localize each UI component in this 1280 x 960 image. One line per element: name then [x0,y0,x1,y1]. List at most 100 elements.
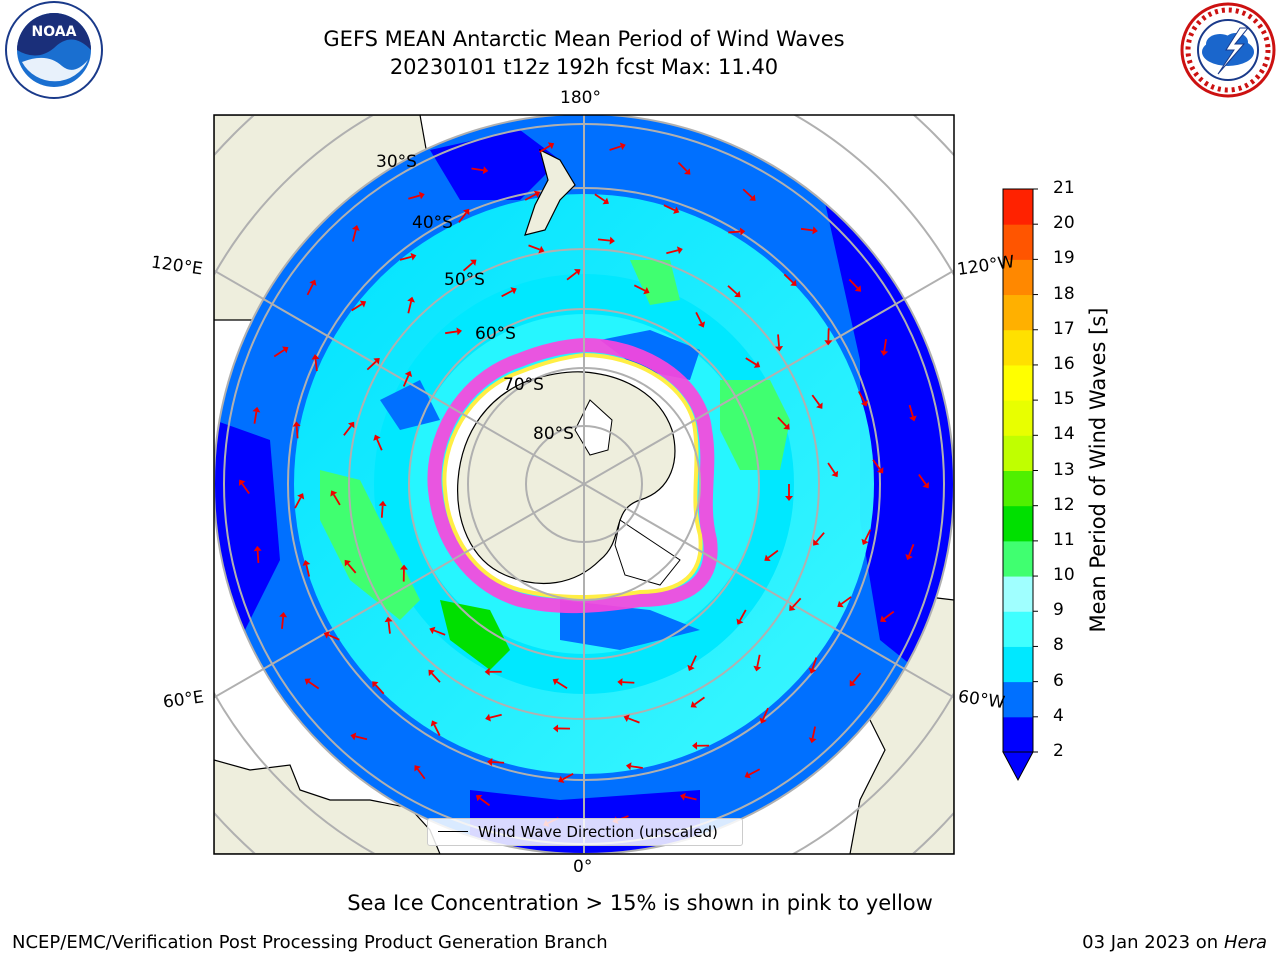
wave-arrow-shaft [462,262,474,272]
colorbar-tick-label: 11 [1053,529,1075,550]
wave-arrow-shaft [489,713,502,719]
wave-arrow-head [482,166,489,175]
wave-arrow-head [462,208,470,216]
wave-arrow-head [533,190,541,198]
wave-arrow-shaft [684,795,697,801]
arrow-legend: Wind Wave Direction (unscaled) [427,818,743,846]
wave-arrow-head [736,618,744,625]
wave-arrow-head [309,279,317,286]
wave-arrow-head [876,467,884,474]
colorbar-segment [1003,470,1033,507]
wave-arrow-shaft [471,167,484,172]
wave-arrow-shaft [695,311,703,324]
wave-arrow-shaft [762,707,769,720]
nws-logo [1180,2,1276,98]
wave-arrow-shaft [852,672,862,684]
wave-arrow-head [253,545,262,552]
wave-arrow-shaft [756,654,761,667]
wave-arrow-shaft [883,610,895,620]
wave-arrow-shaft [630,765,643,769]
wave-arrow-head [749,194,756,201]
wave-arrow-head [679,792,686,801]
wave-arrow-head [373,434,381,441]
wave-arrow-head [880,350,889,356]
wave-arrow-head [684,168,691,175]
wave-arrow-shaft [791,597,802,608]
wave-arrow-head [404,370,413,377]
wave-arrow-head [860,400,868,407]
sea-ice-note: Sea Ice Concentration > 15% is shown in … [347,891,933,915]
colorbar-tick-label: 10 [1053,565,1075,586]
colorbar-tick-label: 20 [1053,213,1075,234]
wave-arrow-head [905,554,913,561]
antarctica [427,337,718,614]
chart-title: GEFS MEAN Antarctic Mean Period of Wind … [323,27,845,51]
wave-arrow-head [418,191,425,200]
wave-arrow-head [880,615,887,622]
wave-arrow-shaft [376,438,383,451]
wave-arrow-head [238,479,246,487]
wave-arrow-head [789,604,796,611]
wave-arrow-shaft [827,462,836,474]
lon-label-top: 180° [560,88,601,108]
wave-arrow-head [558,775,565,783]
wave-arrow-shaft [633,284,646,292]
wave-arrow-head [429,626,436,635]
wave-arrow-shaft [431,672,441,683]
wave-arrow-head [359,300,367,308]
wave-arrow-head [909,415,917,422]
wave-arrow-head [552,724,559,733]
wave-arrow-head [831,470,839,478]
wave-arrow-head [744,771,751,779]
wave-arrow-head [697,321,706,328]
wave-arrow-shaft [566,271,578,281]
wave-arrow-shaft [800,227,814,232]
colorbar-segment [1003,681,1033,718]
wave-arrow-shaft [306,283,314,296]
wave-arrow-shaft [908,404,914,417]
noaa-logo-text: NOAA [32,24,77,40]
wave-arrow-shaft [622,681,635,684]
wave-arrow-shaft [408,194,421,200]
map-frame [213,114,955,855]
colorbar-segment [1003,646,1033,683]
wave-arrow-head [304,678,312,686]
wave-arrow-head [837,600,844,608]
colorbar-tick-label: 18 [1053,283,1075,304]
wave-arrow-head [783,423,790,430]
colorbar-tick-label: 6 [1053,670,1064,691]
wave-arrow-head [753,665,762,672]
wave-arrow-shaft [295,426,299,439]
wave-arrow-head [347,421,355,429]
wave-arrow-head [279,611,288,618]
lat-label-70: 70°S [503,375,544,395]
wave-arrow-shaft [663,204,676,212]
colorbar-tick-label: 15 [1053,389,1075,410]
colorbar-segment [1003,576,1033,612]
footer-date-text: 03 Jan 2023 on [1082,932,1219,953]
colorbar-tick-label: 4 [1053,705,1064,726]
lon-label-bottom: 0° [573,857,593,877]
wave-arrow-shaft [347,563,357,574]
wave-arrow-head [623,714,630,723]
wave-arrow-shaft [864,529,872,541]
wave-arrow-shaft [666,249,679,255]
wave-arrow-shaft [433,724,441,736]
wave-arrow-shaft [305,564,311,577]
wave-arrow-shaft [256,550,260,563]
wave-arrow-head [625,762,632,771]
colorbar-segment [1003,435,1033,471]
wave-arrow-shaft [332,494,341,506]
wave-arrow-head [861,538,869,545]
wave-arrow-head [849,679,856,687]
new-zealand-land [524,148,576,236]
wave-arrow-shaft [562,773,574,781]
wave-arrow-shaft [811,394,821,406]
map-area [214,115,954,854]
colorbar-tick-label: 21 [1053,178,1075,198]
wave-arrow-head [282,346,289,354]
antarctic-continent [457,371,676,585]
wave-arrow-shaft [677,161,688,172]
wave-arrow-shaft [399,255,412,261]
wave-arrow-head [344,559,351,567]
